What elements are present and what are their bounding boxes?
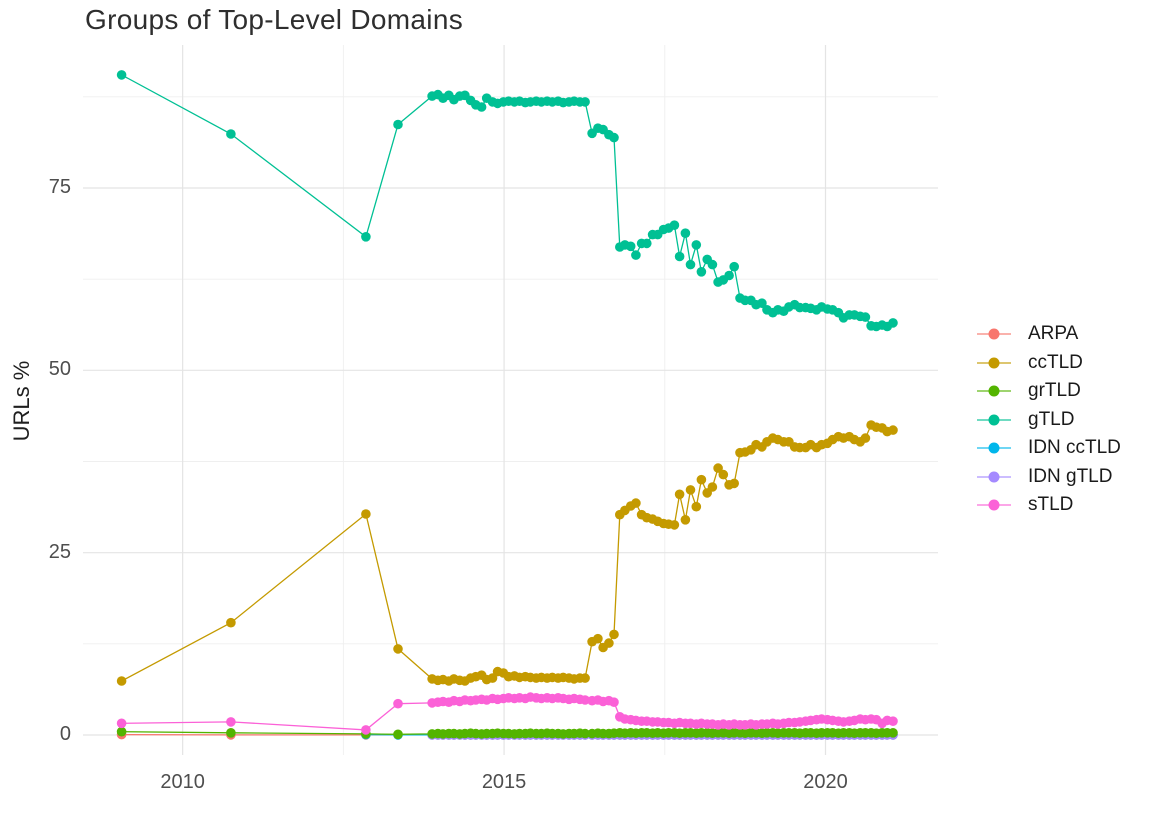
data-point-gTLD xyxy=(729,261,739,272)
y-axis-title: URLs % xyxy=(9,360,34,442)
legend-key-icon xyxy=(977,471,1011,483)
data-point-grTLD xyxy=(116,726,127,737)
data-point-ccTLD xyxy=(729,478,739,489)
x-tick-label: 2010 xyxy=(160,771,205,793)
data-point-ccTLD xyxy=(685,485,696,495)
data-point-sTLD xyxy=(580,695,590,705)
data-point-gTLD xyxy=(226,129,236,139)
data-point-ccTLD xyxy=(713,463,723,473)
data-point-gTLD xyxy=(625,241,636,252)
data-point-sTLD xyxy=(361,725,371,735)
y-tick-label: 25 xyxy=(48,540,71,563)
data-point-ccTLD xyxy=(718,469,729,480)
data-point-gTLD xyxy=(757,298,767,309)
data-point-gTLD xyxy=(580,97,590,107)
data-point-gTLD xyxy=(680,228,691,238)
data-point-ccTLD xyxy=(674,489,685,500)
legend: ARPA ccTLD grTLD gTLD IDN ccTLD IDN gTLD sTLD xyxy=(976,320,1121,520)
legend-label: IDN gTLD xyxy=(1028,465,1113,487)
data-point-ccTLD xyxy=(487,673,498,683)
y-tick-label: 75 xyxy=(48,175,71,198)
data-point-ccTLD xyxy=(860,433,871,443)
series-line-gTLD xyxy=(121,74,894,328)
data-point-grTLD xyxy=(393,729,403,740)
data-point-ccTLD xyxy=(691,501,702,512)
data-point-grTLD xyxy=(580,728,590,739)
data-point-gTLD xyxy=(642,238,652,249)
data-point-gTLD xyxy=(707,259,718,270)
legend-entry: grTLD xyxy=(976,377,1121,406)
chart-title: Groups of Top-Level Domains xyxy=(85,4,463,35)
data-point-gTLD xyxy=(361,232,371,242)
data-point-ccTLD xyxy=(609,629,619,640)
x-tick-label: 2015 xyxy=(481,771,527,793)
data-point-gTLD xyxy=(860,312,871,322)
data-point-gTLD xyxy=(696,267,707,277)
data-point-grTLD xyxy=(226,728,236,738)
data-point-ccTLD xyxy=(888,425,898,435)
data-point-grTLD xyxy=(888,728,898,738)
data-point-sTLD xyxy=(116,718,127,729)
legend-entry: sTLD xyxy=(976,491,1121,520)
data-point-gTLD xyxy=(685,259,696,270)
legend-entry: IDN ccTLD xyxy=(976,434,1121,463)
data-point-gTLD xyxy=(888,318,898,328)
data-point-ccTLD xyxy=(593,633,603,644)
data-point-sTLD xyxy=(888,716,898,726)
legend-label: IDN ccTLD xyxy=(1028,437,1121,459)
data-point-ccTLD xyxy=(669,520,680,530)
data-point-ccTLD xyxy=(116,676,127,686)
data-point-ccTLD xyxy=(696,474,707,485)
data-point-sTLD xyxy=(609,697,619,707)
legend-label: ARPA xyxy=(1028,323,1079,345)
y-tick-label: 50 xyxy=(48,358,71,381)
data-point-ccTLD xyxy=(226,617,236,628)
data-point-ccTLD xyxy=(361,509,371,519)
data-point-sTLD xyxy=(226,717,236,727)
data-point-gTLD xyxy=(116,70,127,80)
data-point-ccTLD xyxy=(680,515,691,525)
data-point-ccTLD xyxy=(393,644,403,654)
legend-label: ccTLD xyxy=(1028,351,1083,373)
legend-key-icon xyxy=(977,414,1011,426)
legend-key-icon xyxy=(977,499,1011,511)
legend-label: grTLD xyxy=(1028,380,1081,402)
data-point-gTLD xyxy=(724,270,734,281)
data-point-sTLD xyxy=(393,698,403,709)
data-point-gTLD xyxy=(691,240,702,250)
legend-key-icon xyxy=(977,357,1011,369)
x-tick-label: 2020 xyxy=(803,771,848,793)
legend-label: sTLD xyxy=(1028,494,1074,516)
data-point-gTLD xyxy=(476,102,487,112)
legend-label: gTLD xyxy=(1028,408,1075,430)
data-point-ccTLD xyxy=(631,498,641,508)
data-point-ccTLD xyxy=(604,638,614,648)
data-point-ccTLD xyxy=(580,673,590,683)
legend-entry: gTLD xyxy=(976,406,1121,435)
data-point-gTLD xyxy=(393,119,403,130)
legend-entry: ccTLD xyxy=(976,349,1121,378)
y-tick-label: 0 xyxy=(59,723,71,745)
legend-entry: IDN gTLD xyxy=(976,463,1121,492)
legend-key-icon xyxy=(977,328,1011,340)
data-point-gTLD xyxy=(609,132,619,143)
legend-key-icon xyxy=(977,385,1011,397)
legend-entry: ARPA xyxy=(976,320,1121,349)
data-point-gTLD xyxy=(631,250,641,260)
legend-key-icon xyxy=(977,442,1011,454)
data-point-ccTLD xyxy=(707,482,718,492)
data-point-gTLD xyxy=(674,251,685,262)
data-point-gTLD xyxy=(669,220,680,230)
